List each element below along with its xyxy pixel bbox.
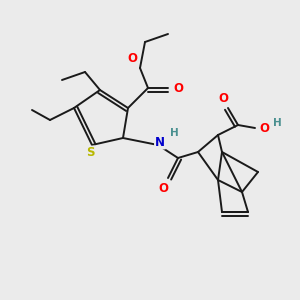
Text: O: O — [127, 52, 137, 65]
Text: N: N — [155, 136, 165, 148]
Text: H: H — [273, 118, 281, 128]
Text: H: H — [169, 128, 178, 138]
Text: O: O — [158, 182, 168, 194]
Text: O: O — [218, 92, 228, 106]
Text: O: O — [259, 122, 269, 134]
Text: S: S — [86, 146, 94, 160]
Text: O: O — [173, 82, 183, 94]
